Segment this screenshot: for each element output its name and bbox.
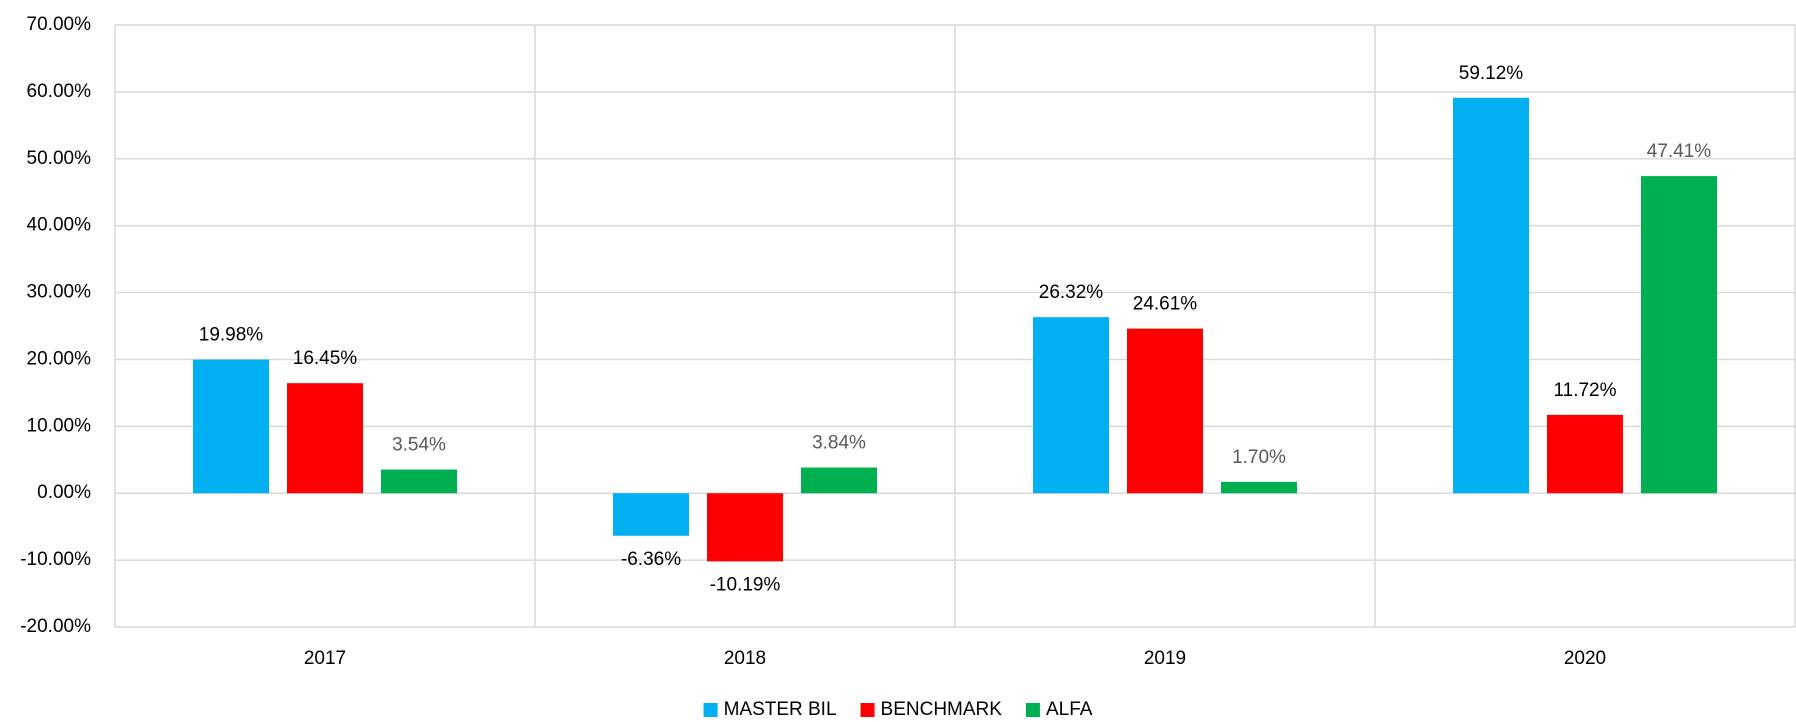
bar [1453,97,1529,494]
legend-label: ALFA [1046,699,1093,720]
legend-item: BENCHMARK [860,699,1003,720]
data-label: 26.32% [1039,282,1104,303]
bar [193,359,269,494]
data-label: 59.12% [1459,63,1524,84]
data-label: 16.45% [293,348,358,369]
data-label: 3.54% [392,435,446,456]
bar [1547,414,1623,494]
bar [1033,317,1109,494]
x-tick-label: 2019 [1144,648,1186,669]
y-tick-label: -10.00% [20,549,91,570]
data-label: -10.19% [710,574,781,595]
y-tick-label: 10.00% [27,415,92,436]
y-tick-label: 30.00% [27,282,92,303]
legend-swatch [860,703,875,717]
bar [287,383,363,494]
data-label: 11.72% [1553,380,1616,401]
bar [381,469,457,494]
y-tick-label: 60.00% [27,81,92,102]
bar [1127,328,1203,494]
bar [613,493,689,536]
x-tick-label: 2017 [304,648,346,669]
y-tick-label: 0.00% [37,482,91,503]
legend-swatch [1025,703,1040,717]
data-label: 24.61% [1133,294,1198,315]
x-tick-label: 2020 [1564,648,1606,669]
bar [801,467,877,494]
x-tick-label: 2018 [724,648,766,669]
data-label: -6.36% [621,549,681,570]
y-tick-label: 70.00% [27,14,92,35]
y-tick-label: 20.00% [27,348,92,369]
bar [1221,481,1297,494]
legend-item: MASTER BIL [703,699,837,720]
data-label: 3.84% [812,433,866,454]
bar [707,493,783,562]
data-label: 1.70% [1232,447,1286,468]
data-label: 19.98% [199,325,264,346]
y-tick-label: 50.00% [27,148,92,169]
legend-item: ALFA [1025,699,1093,720]
legend-label: MASTER BIL [724,699,837,720]
y-tick-label: 40.00% [27,215,92,236]
data-label: 47.41% [1647,141,1712,162]
y-tick-label: -20.00% [20,616,91,637]
legend-label: BENCHMARK [881,699,1003,720]
legend-swatch [703,703,718,717]
bar [1641,176,1717,494]
